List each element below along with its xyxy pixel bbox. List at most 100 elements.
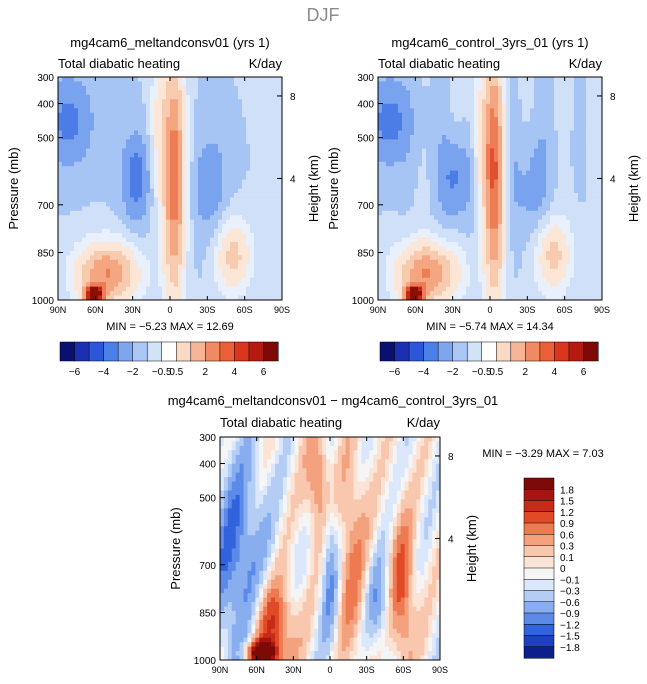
- y-tick-label: 400: [199, 460, 216, 471]
- colorbar-label: −6: [389, 367, 401, 378]
- colorbar-swatch: [59, 341, 76, 362]
- y-right-axis-label: Height (km): [464, 515, 479, 582]
- y-right-tick-label: 8: [610, 92, 616, 103]
- y-tick-label: 850: [37, 249, 54, 260]
- colorbar-swatch: [583, 341, 599, 362]
- x-tick-label: 60S: [395, 665, 411, 675]
- colorbar-label: −2: [447, 367, 459, 378]
- subtitle-right: K/day: [407, 415, 441, 430]
- min-max-stats: MIN = −3.29 MAX = 7.03: [482, 448, 603, 460]
- colorbar-swatch: [523, 534, 555, 547]
- x-tick-label: 30S: [199, 305, 215, 315]
- colorbar-swatch: [146, 341, 163, 362]
- subtitle-left: Total diabatic heating: [58, 56, 180, 71]
- y-tick-label: 700: [357, 201, 374, 212]
- colorbar-swatch: [510, 341, 526, 362]
- panel-1: mg4cam6_meltandconsv01 (yrs 1) Total diab…: [6, 35, 321, 333]
- x-tick-label: 30S: [359, 665, 375, 675]
- colorbar-label: 4: [552, 367, 558, 378]
- x-tick-label: 90N: [370, 305, 387, 315]
- x-tick-label: 0: [167, 305, 172, 315]
- y-tick-label: 300: [357, 73, 374, 84]
- colorbar-swatch: [205, 341, 221, 362]
- colorbar-label: 1.8: [560, 485, 574, 496]
- colorbar-swatch: [523, 635, 555, 648]
- colorbar-label: 2: [203, 367, 209, 378]
- y-tick-label: 400: [357, 100, 374, 111]
- colorbar-label: 6: [261, 367, 267, 378]
- colorbar-label: −0.6: [560, 598, 580, 609]
- colorbar-label: −0.9: [560, 609, 580, 620]
- colorbar-swatch: [523, 579, 555, 592]
- colorbar-label: −6: [69, 367, 81, 378]
- colorbar-swatch: [523, 624, 555, 637]
- y-right-axis-label: Height (km): [626, 155, 641, 222]
- colorbar-swatch: [132, 341, 148, 362]
- y-tick-label: 700: [199, 561, 216, 572]
- colorbar-swatch: [523, 522, 555, 535]
- x-tick-label: 60N: [407, 305, 424, 315]
- x-tick-label: 90S: [274, 305, 290, 315]
- colorbar-label: −0.5: [152, 367, 172, 378]
- y-right-tick-label: 4: [610, 174, 616, 185]
- colorbar-swatch: [103, 341, 119, 362]
- y-axis-label: Pressure (mb): [326, 147, 341, 229]
- colorbar-swatch: [523, 612, 555, 625]
- colorbar-swatch: [176, 341, 192, 362]
- subtitle-left: Total diabatic heating: [220, 415, 342, 430]
- x-tick-label: 60S: [557, 305, 573, 315]
- colorbar-swatch: [523, 590, 555, 603]
- colorbar-label: −0.3: [560, 587, 580, 598]
- page-title: DJF: [307, 5, 340, 25]
- y-tick-label: 500: [199, 494, 216, 505]
- colorbar-swatch: [523, 601, 555, 614]
- y-tick-label: 850: [357, 249, 374, 260]
- y-right-tick-label: 4: [448, 534, 454, 545]
- panel-2: mg4cam6_control_3yrs_01 (yrs 1) Total dia…: [326, 35, 641, 333]
- colorbar-swatch: [423, 341, 439, 362]
- colorbar-label: 4: [232, 367, 238, 378]
- colorbar-swatch: [248, 341, 265, 362]
- x-tick-label: 90N: [212, 665, 229, 675]
- colorbar-swatch: [394, 341, 410, 362]
- y-right-tick-label: 8: [290, 92, 296, 103]
- colorbar-label: −2: [127, 367, 139, 378]
- y-right-tick-label: 8: [448, 452, 454, 463]
- colorbar-swatch: [481, 341, 497, 362]
- x-tick-label: 30N: [444, 305, 461, 315]
- colorbar-swatch: [568, 341, 585, 362]
- colorbar-swatch: [263, 341, 279, 362]
- colorbar-swatch: [523, 511, 555, 524]
- chart-title: mg4cam6_meltandconsv01 (yrs 1): [70, 35, 269, 50]
- colorbar-swatch: [74, 341, 90, 362]
- x-tick-label: 90S: [594, 305, 610, 315]
- colorbar-swatch: [539, 341, 555, 362]
- panel-3: mg4cam6_meltandconsv01 − mg4cam6_control…: [168, 393, 604, 675]
- y-right-axis-label: Height (km): [306, 155, 321, 222]
- colorbar-label: −1.8: [560, 643, 580, 654]
- colorbar-swatch: [466, 341, 483, 362]
- contour-field: [378, 77, 603, 301]
- colorbar-label: 1.5: [560, 497, 574, 508]
- colorbar-difference: 1.81.51.20.90.60.30.10−0.1−0.3−0.6−0.9−1…: [523, 477, 580, 659]
- colorbar-swatch: [523, 500, 555, 513]
- x-tick-label: 60N: [248, 665, 265, 675]
- chart-title: mg4cam6_meltandconsv01 − mg4cam6_control…: [168, 393, 499, 408]
- colorbar-label: 0.5: [169, 367, 183, 378]
- colorbar-swatch: [523, 646, 555, 659]
- x-tick-label: 90N: [50, 305, 67, 315]
- colorbar-label: 2: [523, 367, 529, 378]
- y-tick-label: 500: [357, 134, 374, 145]
- colorbar-swatch: [88, 341, 105, 362]
- y-tick-label: 300: [199, 433, 216, 444]
- colorbar-label: −1.5: [560, 632, 580, 643]
- colorbar-swatch: [496, 341, 512, 362]
- y-tick-label: 400: [37, 100, 54, 111]
- contour-field: [220, 437, 441, 661]
- y-tick-label: 300: [37, 73, 54, 84]
- colorbar-label: 0.6: [560, 530, 574, 541]
- subtitle-right: K/day: [249, 56, 283, 71]
- min-max-stats: MIN = −5.74 MAX = 14.34: [426, 321, 554, 333]
- colorbar-swatch: [161, 341, 177, 362]
